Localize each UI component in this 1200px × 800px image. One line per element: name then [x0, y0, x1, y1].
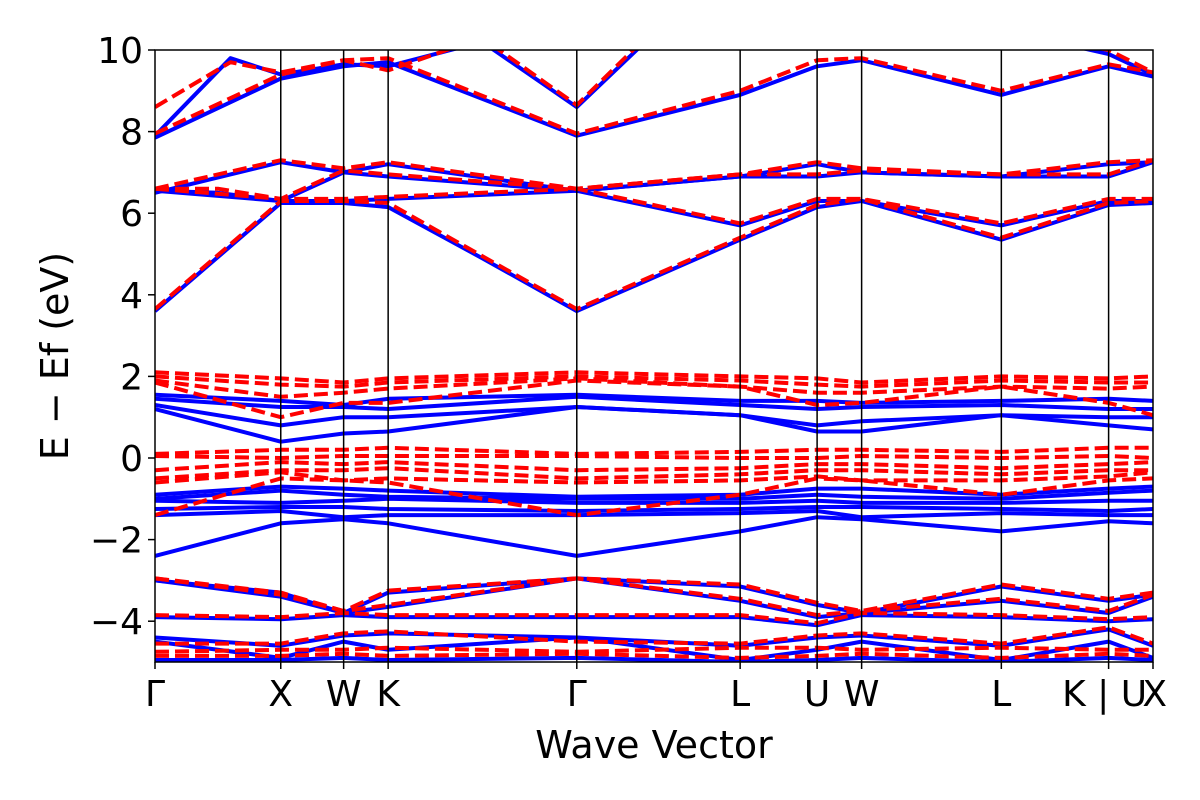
dashed-band-10 — [155, 445, 1153, 456]
solid-band-21 — [155, 655, 1153, 662]
dashed-band-4 — [155, 186, 1153, 226]
solid-band-5 — [155, 199, 1153, 314]
y-tick-label: 0 — [120, 439, 143, 480]
y-tick-label: 8 — [120, 113, 143, 154]
x-tick-label: U — [804, 674, 830, 715]
y-tick-label: −4 — [90, 602, 143, 643]
solid-band-13 — [155, 505, 1153, 513]
dashed-band-1 — [155, 50, 1153, 109]
y-tick-label: 2 — [120, 357, 143, 398]
dashed-band-19 — [155, 625, 1153, 646]
solid-band-1 — [155, 50, 1153, 138]
high-symmetry-lines — [280, 50, 1110, 662]
x-tick-label: L — [991, 674, 1011, 715]
y-tick-label: 6 — [120, 194, 143, 235]
dashed-band-11 — [155, 454, 1153, 460]
y-tick-label: −2 — [90, 521, 143, 562]
x-axis-title: Wave Vector — [535, 723, 773, 767]
y-axis: −4 −2 0 2 4 6 8 10 — [90, 31, 155, 643]
x-tick-label: Γ — [145, 674, 165, 715]
bands-layer — [155, 50, 1153, 662]
x-tick-label: W — [844, 674, 880, 715]
solid-band-15 — [155, 515, 1153, 558]
y-tick-label: 10 — [97, 31, 143, 72]
x-tick-label: L — [730, 674, 750, 715]
x-tick-label: X — [1142, 674, 1167, 715]
x-tick-label: K | U — [1062, 674, 1147, 715]
solid-band-4 — [155, 188, 1153, 228]
dashed-band-5 — [155, 196, 1153, 312]
x-tick-label: W — [326, 674, 362, 715]
x-tick-label: X — [268, 674, 293, 715]
plot-frame — [154, 49, 1154, 663]
x-tick-label: Γ — [567, 674, 587, 715]
y-tick-label: 4 — [120, 276, 143, 317]
solid-band-9 — [155, 405, 1153, 444]
dashed-band-15 — [155, 476, 1153, 518]
y-axis-title: E − Ef (eV) — [33, 252, 77, 461]
x-tick-label: K — [376, 674, 401, 715]
